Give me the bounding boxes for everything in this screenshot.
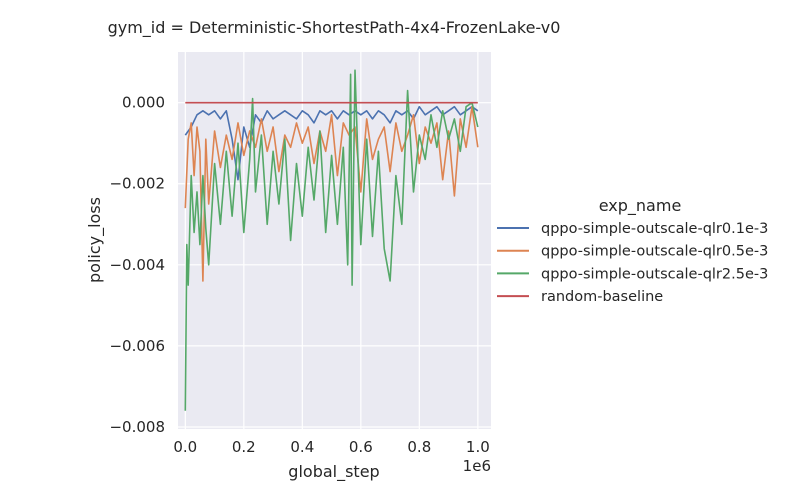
legend-title: exp_name bbox=[599, 196, 682, 216]
legend-label-3: random-baseline bbox=[541, 289, 663, 305]
legend-label-0: qppo-simple-outscale-qlr0.1e-3 bbox=[541, 221, 768, 237]
series-line-2 bbox=[184, 69, 479, 411]
x-tick-label: 0.8 bbox=[407, 438, 431, 456]
x-tick-label: 0.6 bbox=[349, 438, 373, 456]
x-axis-offset-label: 1e6 bbox=[463, 457, 491, 475]
x-tick-label: 0.4 bbox=[290, 438, 314, 456]
legend-label-2: qppo-simple-outscale-qlr2.5e-3 bbox=[541, 266, 768, 282]
x-tick-label: 0.0 bbox=[173, 438, 197, 456]
y-tick-label: −0.004 bbox=[109, 256, 165, 274]
legend: exp_name qppo-simple-outscale-qlr0.1e-3 q… bbox=[497, 196, 768, 305]
y-tick-label: −0.008 bbox=[109, 418, 165, 436]
y-tick-label: −0.002 bbox=[109, 175, 165, 193]
legend-label-1: qppo-simple-outscale-qlr0.5e-3 bbox=[541, 244, 768, 260]
x-tick-label: 1.0 bbox=[466, 438, 490, 456]
y-tick-labels: 0.000 −0.002 −0.004 −0.006 −0.008 bbox=[109, 94, 165, 436]
series-lines bbox=[184, 69, 479, 411]
y-tick-label: −0.006 bbox=[109, 337, 165, 355]
plot-area bbox=[178, 52, 491, 429]
y-tick-label: 0.000 bbox=[122, 94, 165, 112]
x-tick-label: 0.2 bbox=[232, 438, 256, 456]
x-tick-labels: 0.0 0.2 0.4 0.6 0.8 1.0 bbox=[173, 438, 489, 456]
x-axis-label: global_step bbox=[288, 462, 379, 482]
chart-title: gym_id = Deterministic-ShortestPath-4x4-… bbox=[108, 18, 561, 38]
y-axis-label: policy_loss bbox=[85, 197, 105, 283]
series-line-0 bbox=[184, 105, 479, 181]
